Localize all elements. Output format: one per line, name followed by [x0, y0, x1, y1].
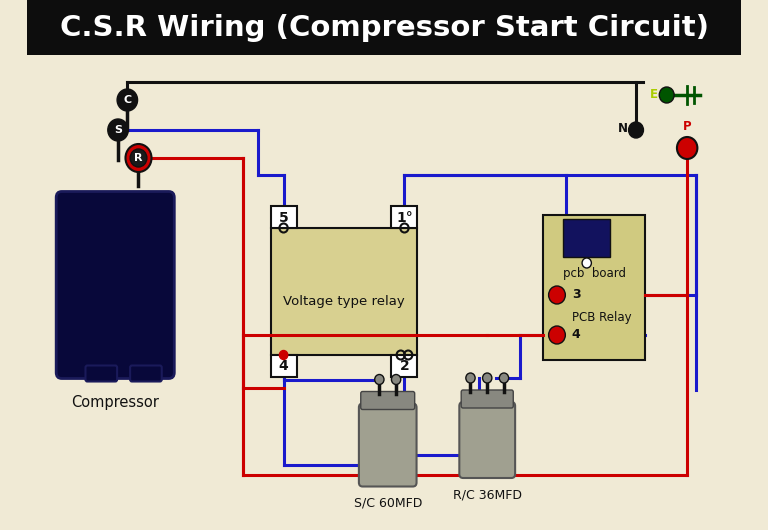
Text: C: C [124, 95, 131, 105]
Circle shape [659, 87, 674, 103]
FancyBboxPatch shape [56, 191, 174, 378]
FancyBboxPatch shape [459, 402, 515, 478]
Circle shape [499, 373, 508, 383]
Bar [392, 355, 418, 377]
Circle shape [628, 122, 644, 138]
Bar [270, 228, 418, 355]
FancyBboxPatch shape [359, 403, 416, 487]
Text: Voltage type relay: Voltage type relay [283, 295, 405, 308]
Circle shape [548, 326, 565, 344]
Circle shape [125, 144, 151, 172]
Circle shape [548, 286, 565, 304]
Text: 4: 4 [279, 359, 289, 374]
Text: S: S [114, 125, 122, 135]
Circle shape [482, 373, 492, 383]
Circle shape [582, 258, 591, 268]
Text: 1°: 1° [396, 210, 413, 225]
Circle shape [130, 149, 147, 167]
Text: 3: 3 [572, 288, 581, 302]
Circle shape [392, 375, 401, 384]
Text: Compressor: Compressor [71, 394, 159, 410]
FancyBboxPatch shape [130, 366, 162, 382]
Circle shape [117, 89, 137, 111]
Text: R/C 36MFD: R/C 36MFD [452, 488, 521, 501]
Circle shape [280, 350, 288, 359]
Text: C.S.R Wiring (Compressor Start Circuit): C.S.R Wiring (Compressor Start Circuit) [59, 13, 709, 41]
Text: R: R [134, 153, 143, 163]
FancyBboxPatch shape [85, 366, 117, 382]
Text: pcb  board: pcb board [563, 267, 626, 279]
Text: P: P [683, 120, 691, 134]
Bar [27, 0, 741, 55]
Text: S/C 60MFD: S/C 60MFD [353, 497, 422, 509]
Circle shape [375, 375, 384, 384]
Circle shape [677, 137, 697, 159]
FancyBboxPatch shape [462, 390, 513, 408]
Circle shape [108, 119, 128, 141]
Text: 2: 2 [399, 359, 409, 374]
Bar [564, 219, 610, 257]
Bar [270, 206, 296, 228]
Text: PCB Relay: PCB Relay [572, 311, 631, 323]
Bar [270, 355, 296, 377]
FancyBboxPatch shape [361, 392, 415, 410]
Text: N: N [618, 122, 628, 136]
Bar [392, 206, 418, 228]
Text: 5: 5 [279, 210, 289, 225]
Bar [543, 215, 645, 360]
Text: E: E [650, 87, 657, 101]
Circle shape [466, 373, 475, 383]
Text: 4: 4 [572, 329, 581, 341]
